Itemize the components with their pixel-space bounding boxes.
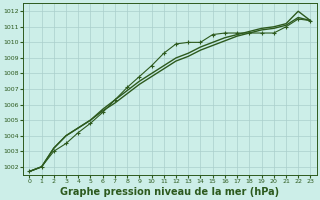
X-axis label: Graphe pression niveau de la mer (hPa): Graphe pression niveau de la mer (hPa) — [60, 187, 279, 197]
